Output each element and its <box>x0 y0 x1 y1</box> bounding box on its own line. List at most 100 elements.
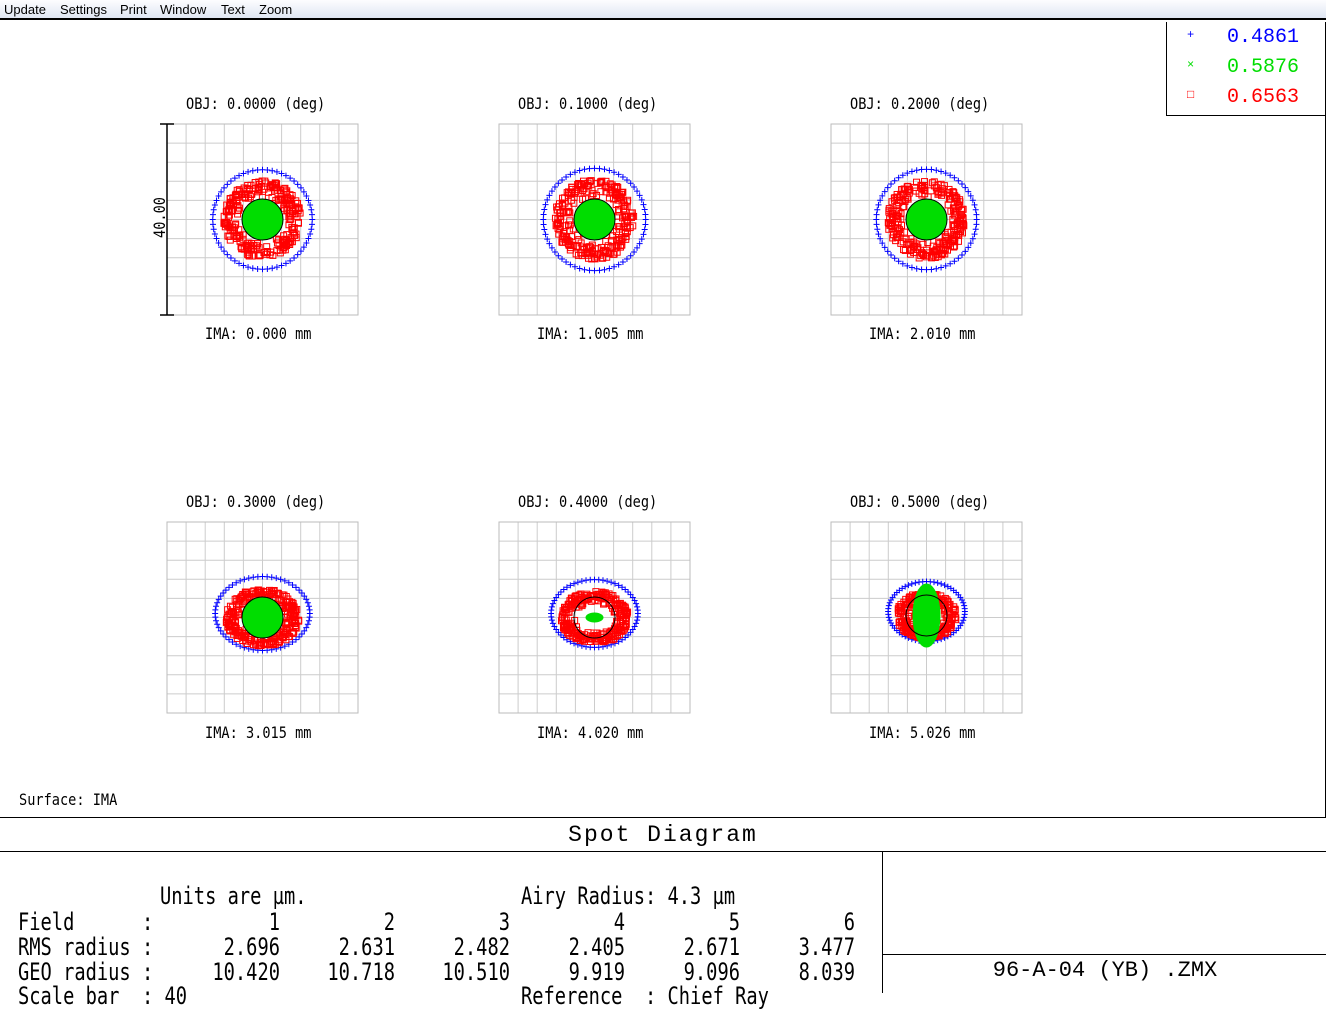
ray-point-blue <box>914 167 920 173</box>
menu-text[interactable]: Text <box>221 2 245 17</box>
rms-value: 3.477 <box>699 935 855 959</box>
ray-point-blue <box>306 603 312 609</box>
spot-plot-6 <box>831 522 1022 713</box>
ray-point-blue <box>223 634 229 640</box>
ray-point-blue <box>269 168 275 174</box>
ray-point-blue <box>962 606 968 612</box>
ray-point-blue <box>960 617 966 623</box>
ray-point-blue <box>955 178 961 184</box>
ray-point-blue <box>938 581 944 587</box>
ray-point-blue <box>309 221 315 227</box>
ray-point-blue <box>309 212 315 218</box>
ray-point-blue <box>291 255 297 261</box>
ray-point-blue <box>635 607 641 613</box>
scale-bar-text: Scale bar : 40 <box>18 984 187 1008</box>
legend-row: × 0.5876 <box>1167 54 1326 84</box>
ray-point-blue <box>905 582 911 588</box>
ray-point-blue <box>961 603 967 609</box>
ray-point-blue <box>223 587 229 593</box>
ray-point-blue <box>550 620 556 626</box>
ray-point-blue <box>548 607 554 613</box>
ray-point-blue <box>914 266 920 272</box>
ray-point-blue <box>634 604 640 610</box>
diagram-title: Spot Diagram <box>0 817 1326 852</box>
field-2-ima: IMA: 1.005 mm <box>537 324 643 343</box>
ray-point-blue <box>213 603 219 609</box>
field-5-ima: IMA: 4.020 mm <box>537 723 643 742</box>
ray-point-blue <box>296 587 302 593</box>
ray-point-blue <box>962 248 968 254</box>
field-3-ima: IMA: 2.010 mm <box>869 324 975 343</box>
ray-point-blue <box>264 167 270 173</box>
legend-row: + 0.4861 <box>1167 24 1326 54</box>
legend-wavelength: 0.5876 <box>1227 56 1299 79</box>
ray-point-blue <box>885 248 891 254</box>
ray-point-blue <box>597 166 603 172</box>
airy-radius-text: Airy Radius: 4.3 µm <box>521 884 735 908</box>
plus-icon: + <box>1187 28 1194 42</box>
ray-point-blue <box>601 166 607 172</box>
ray-point-blue <box>601 267 607 273</box>
menu-zoom[interactable]: Zoom <box>259 2 292 17</box>
ray-point-blue <box>642 222 648 228</box>
surface-label: Surface: IMA <box>19 790 117 809</box>
ray-point-blue <box>888 181 894 187</box>
ray-point-blue <box>874 212 880 218</box>
ray-point-blue <box>961 614 967 620</box>
ray-point-blue <box>308 226 314 232</box>
ray-point-blue <box>642 226 648 232</box>
ray-point-blue <box>624 177 630 183</box>
ray-point-blue <box>624 256 630 262</box>
field-6-obj: OBJ: 0.5000 (deg) <box>850 492 989 511</box>
ray-point-blue <box>212 607 218 613</box>
spot-diagrams <box>0 22 1166 817</box>
ray-point-blue <box>887 600 893 606</box>
cross-icon: × <box>1187 58 1194 72</box>
spot-plot-2 <box>499 124 690 315</box>
plot-area: OBJ: 0.0000 (deg) OBJ: 0.1000 (deg) OBJ:… <box>0 22 1326 817</box>
scale-bar-label: 40.00 <box>150 197 169 238</box>
ray-point-blue <box>892 178 898 184</box>
legend-wavelength: 0.4861 <box>1227 26 1299 49</box>
divider <box>883 954 1326 955</box>
ray-point-blue <box>250 168 256 174</box>
ray-point-blue <box>291 178 297 184</box>
ray-point-blue <box>552 184 558 190</box>
info-panel: Units are µm. Airy Radius: 4.3 µm Field … <box>0 852 882 993</box>
ray-cluster-green <box>913 584 941 648</box>
file-name: 96-A-04 (YB) .ZMX <box>883 958 1326 983</box>
menu-window[interactable]: Window <box>160 2 206 17</box>
ray-point-blue <box>278 576 284 582</box>
menu-settings[interactable]: Settings <box>60 2 107 17</box>
ray-point-blue <box>928 167 934 173</box>
ray-point-blue <box>308 207 314 213</box>
ray-point-blue <box>962 611 968 617</box>
ray-point-blue <box>550 601 556 607</box>
ray-cluster-green <box>586 613 604 623</box>
ray-point-blue <box>973 212 979 218</box>
ray-point-blue <box>642 207 648 213</box>
ray-point-blue <box>211 226 217 232</box>
ray-point-blue <box>298 185 304 191</box>
ray-point-blue <box>888 252 894 258</box>
ray-point-blue <box>582 166 588 172</box>
ray-point-blue <box>228 178 234 184</box>
field-2-obj: OBJ: 0.1000 (deg) <box>518 94 657 113</box>
ray-point-blue <box>960 600 966 606</box>
ray-point-blue <box>224 252 230 258</box>
field-3-obj: OBJ: 0.2000 (deg) <box>850 94 989 113</box>
menu-update[interactable]: Update <box>4 2 46 17</box>
menu-print[interactable]: Print <box>120 2 147 17</box>
ray-point-blue <box>213 618 219 624</box>
ray-point-blue <box>633 601 639 607</box>
ray-point-blue <box>885 606 891 612</box>
ray-point-blue <box>959 252 965 258</box>
ray-point-blue <box>241 576 247 582</box>
ray-point-blue <box>210 212 216 218</box>
ray-point-blue <box>541 207 547 213</box>
units-text: Units are µm. <box>160 884 307 908</box>
ray-point-blue <box>214 621 220 627</box>
ray-point-blue <box>250 265 256 271</box>
ray-point-blue <box>552 249 558 255</box>
ray-point-blue <box>962 185 968 191</box>
